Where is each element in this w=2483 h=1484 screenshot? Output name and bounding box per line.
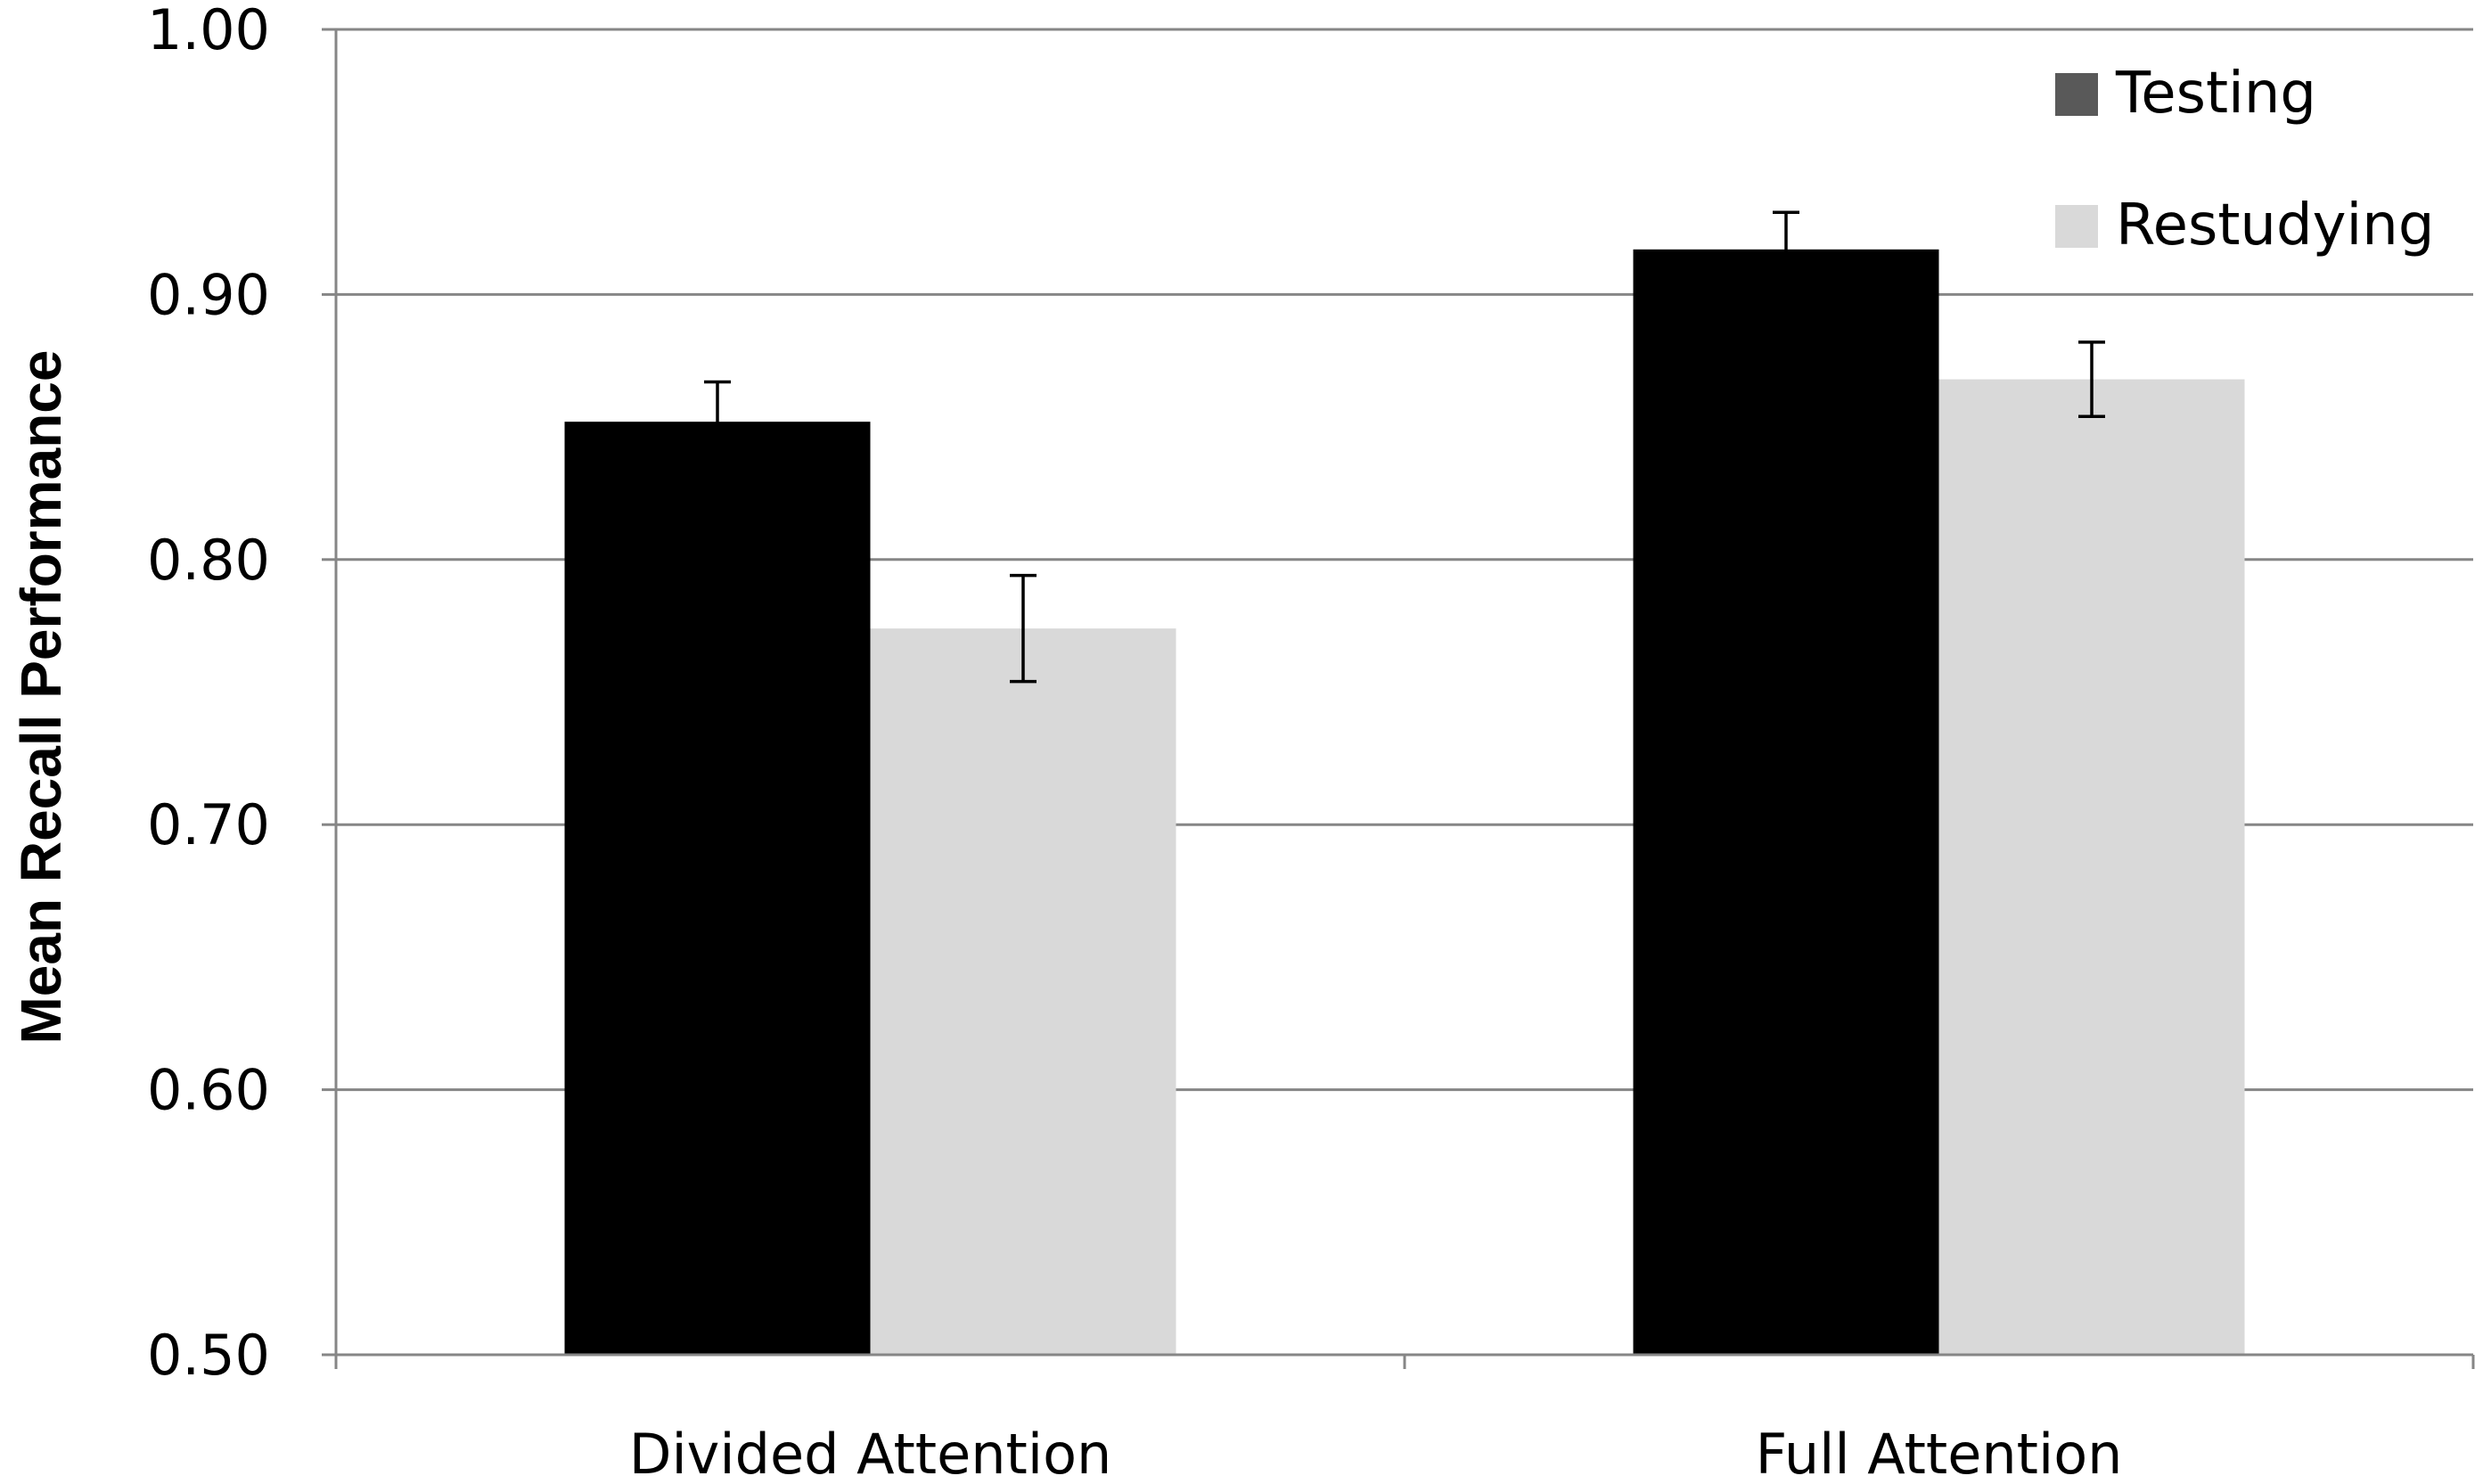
legend-swatch-restudying [2055,205,2098,248]
y-axis-label: Mean Recall Performance [9,350,73,1045]
axes [322,28,2475,1369]
y-tick-label: 0.80 [147,528,270,593]
y-tick-labels: 0.50 0.60 0.70 0.80 0.90 1.00 [147,0,270,1388]
x-category-labels: Divided Attention Full Attention [629,1422,2123,1484]
legend-label: Testing [2115,61,2316,127]
y-tick-label: 0.70 [147,792,270,857]
x-category-label: Divided Attention [629,1422,1112,1484]
bars [564,249,2245,1356]
y-tick-label: 1.00 [147,0,270,62]
bar-testing-0 [564,422,871,1356]
bar-restudying-1 [1938,379,2245,1355]
y-tick-label: 0.90 [147,262,270,327]
y-tick-label: 0.60 [147,1058,270,1123]
y-tick-label: 0.50 [147,1323,270,1388]
bar-testing-1 [1633,249,1939,1355]
x-category-label: Full Attention [1756,1422,2123,1484]
bar-restudying-0 [870,628,1176,1355]
error-bars [704,210,2105,684]
legend: Testing Restudying [2055,61,2434,258]
legend-label: Restudying [2116,193,2434,258]
legend-swatch-testing [2055,73,2098,116]
